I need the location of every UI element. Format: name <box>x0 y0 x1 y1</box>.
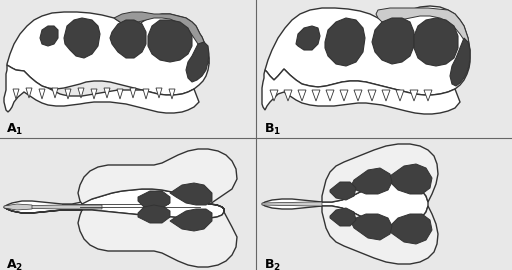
Polygon shape <box>91 89 97 99</box>
Polygon shape <box>322 206 438 264</box>
Polygon shape <box>382 90 390 101</box>
Polygon shape <box>262 69 460 114</box>
Polygon shape <box>143 89 149 99</box>
Text: $\mathbf{B_2}$: $\mathbf{B_2}$ <box>264 258 281 270</box>
Polygon shape <box>170 209 212 231</box>
Polygon shape <box>7 12 209 95</box>
Polygon shape <box>64 18 100 58</box>
Polygon shape <box>265 6 470 95</box>
Polygon shape <box>368 90 376 101</box>
Polygon shape <box>296 26 320 50</box>
Polygon shape <box>104 88 110 98</box>
Polygon shape <box>170 183 212 205</box>
Polygon shape <box>262 180 428 228</box>
Polygon shape <box>410 90 418 101</box>
Polygon shape <box>65 89 71 99</box>
Polygon shape <box>169 89 175 99</box>
Text: $\mathbf{A_1}$: $\mathbf{A_1}$ <box>6 122 24 137</box>
Polygon shape <box>322 144 438 202</box>
Polygon shape <box>270 90 278 101</box>
Polygon shape <box>7 205 102 209</box>
Polygon shape <box>138 205 170 223</box>
Polygon shape <box>186 42 209 82</box>
Polygon shape <box>130 88 136 98</box>
Polygon shape <box>110 20 146 58</box>
Polygon shape <box>352 214 392 240</box>
Polygon shape <box>39 89 45 99</box>
Polygon shape <box>4 207 237 267</box>
Polygon shape <box>330 182 356 200</box>
Polygon shape <box>148 20 192 62</box>
Polygon shape <box>372 18 414 64</box>
Polygon shape <box>284 90 292 101</box>
Polygon shape <box>326 90 334 101</box>
Polygon shape <box>450 38 470 86</box>
Polygon shape <box>390 164 432 194</box>
Polygon shape <box>13 89 19 99</box>
Polygon shape <box>352 168 392 194</box>
Polygon shape <box>114 12 209 64</box>
Polygon shape <box>52 88 58 98</box>
Polygon shape <box>4 189 224 219</box>
Polygon shape <box>390 214 432 244</box>
Polygon shape <box>330 208 356 226</box>
Polygon shape <box>156 88 162 98</box>
Polygon shape <box>26 88 32 98</box>
Polygon shape <box>325 18 365 66</box>
Polygon shape <box>78 149 237 212</box>
Polygon shape <box>414 18 458 66</box>
Polygon shape <box>396 90 404 101</box>
Polygon shape <box>138 191 170 209</box>
Polygon shape <box>312 90 320 101</box>
Polygon shape <box>354 90 362 101</box>
Polygon shape <box>298 90 306 101</box>
Polygon shape <box>340 90 348 101</box>
Polygon shape <box>117 89 123 99</box>
Polygon shape <box>78 88 84 98</box>
Polygon shape <box>262 202 322 206</box>
Polygon shape <box>40 26 58 46</box>
Polygon shape <box>4 65 199 113</box>
Polygon shape <box>4 204 32 210</box>
Text: $\mathbf{B_1}$: $\mathbf{B_1}$ <box>264 122 281 137</box>
Text: $\mathbf{A_2}$: $\mathbf{A_2}$ <box>6 258 23 270</box>
Polygon shape <box>424 90 432 101</box>
Polygon shape <box>376 8 469 52</box>
